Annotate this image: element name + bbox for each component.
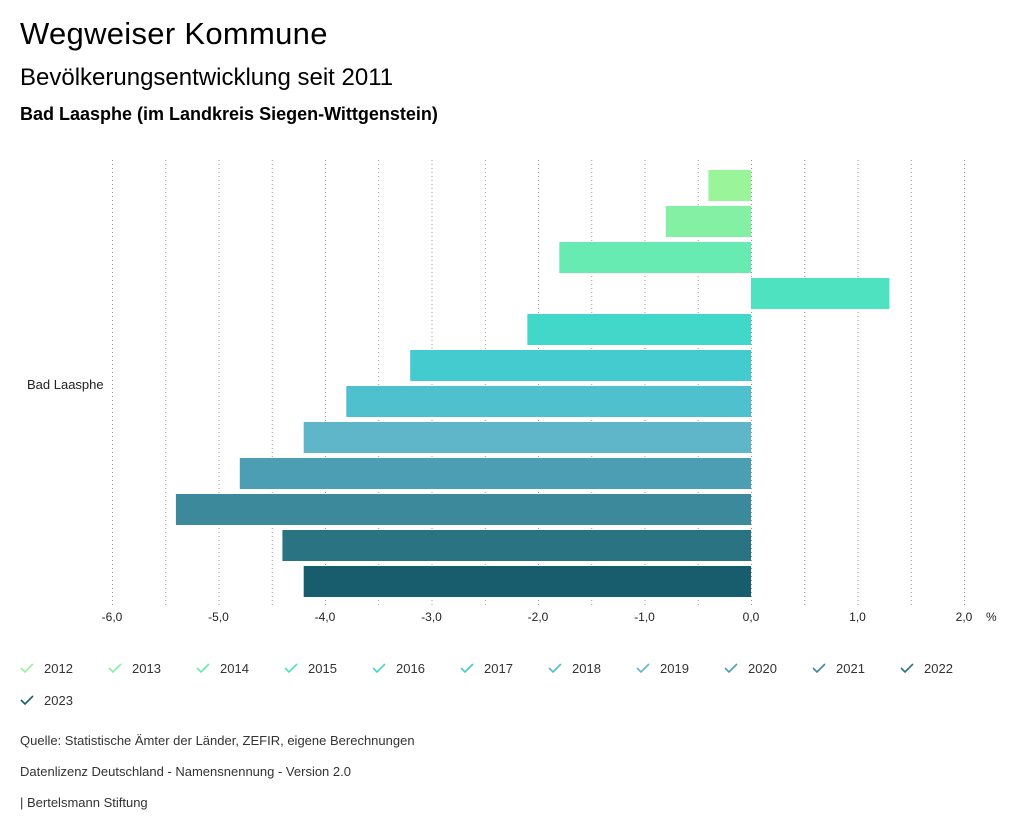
legend-item-2015[interactable]: 2015 <box>284 660 372 676</box>
bar-2013 <box>665 206 751 237</box>
check-icon <box>284 663 298 674</box>
legend-item-2013[interactable]: 2013 <box>108 660 196 676</box>
check-icon <box>460 663 474 674</box>
legend-item-2020[interactable]: 2020 <box>724 660 812 676</box>
bar-2021 <box>175 494 751 525</box>
check-icon <box>724 663 738 674</box>
legend-item-2018[interactable]: 2018 <box>548 660 636 676</box>
x-tick-label: -5,0 <box>208 610 229 624</box>
legend-label: 2017 <box>484 660 513 676</box>
bar-2017 <box>410 350 751 381</box>
legend-label: 2015 <box>308 660 337 676</box>
legend-item-2022[interactable]: 2022 <box>900 660 988 676</box>
check-icon <box>196 663 210 674</box>
legend-label: 2014 <box>220 660 249 676</box>
license-note: Datenlizenz Deutschland - Namensnennung … <box>20 764 351 779</box>
population-bar-chart: Bad Laasphe -6,0 -5,0 -4,0 -3,0 -2,0 -1,0 0,0 1,… <box>27 160 997 624</box>
x-tick-label: 2,0 <box>956 610 973 624</box>
legend-label: 2018 <box>572 660 601 676</box>
legend-item-2017[interactable]: 2017 <box>460 660 548 676</box>
check-icon <box>548 663 562 674</box>
legend-label: 2020 <box>748 660 777 676</box>
check-icon <box>108 663 122 674</box>
check-icon <box>900 663 914 674</box>
category-label: Bad Laasphe <box>27 377 104 392</box>
bar-2016 <box>527 314 751 345</box>
legend-item-2019[interactable]: 2019 <box>636 660 724 676</box>
source-note: Quelle: Statistische Ämter der Länder, Z… <box>20 733 415 748</box>
legend-item-2016[interactable]: 2016 <box>372 660 460 676</box>
page-title: Wegweiser Kommune <box>20 16 328 51</box>
x-tick-label: 1,0 <box>849 610 866 624</box>
bar-2022 <box>282 530 751 561</box>
x-tick-label: -6,0 <box>102 610 123 624</box>
x-tick-label: 0,0 <box>743 610 760 624</box>
x-tick-label: -1,0 <box>634 610 655 624</box>
legend-item-2021[interactable]: 2021 <box>812 660 900 676</box>
legend-item-2023[interactable]: 2023 <box>20 692 108 708</box>
bar-2020 <box>239 458 752 489</box>
check-icon <box>636 663 650 674</box>
publisher-note: | Bertelsmann Stiftung <box>20 795 148 810</box>
legend-item-2012[interactable]: 2012 <box>20 660 108 676</box>
legend-label: 2023 <box>44 692 73 708</box>
legend-label: 2012 <box>44 660 73 676</box>
check-icon <box>372 663 386 674</box>
legend-item-2014[interactable]: 2014 <box>196 660 284 676</box>
legend-label: 2022 <box>924 660 953 676</box>
x-unit-label: % <box>986 610 997 624</box>
legend-label: 2021 <box>836 660 865 676</box>
bar-2012 <box>708 170 751 201</box>
bar-2019 <box>303 422 751 453</box>
bar-2018 <box>346 386 751 417</box>
check-icon <box>20 695 34 706</box>
bar-2015 <box>751 278 890 309</box>
bar-2023 <box>303 566 751 597</box>
x-tick-label: -2,0 <box>528 610 549 624</box>
chart-subtitle: Bevölkerungsentwicklung seit 2011 <box>20 64 394 91</box>
check-icon <box>20 663 34 674</box>
bar-2014 <box>559 242 751 273</box>
x-tick-label: -4,0 <box>315 610 336 624</box>
legend-label: 2013 <box>132 660 161 676</box>
check-icon <box>812 663 826 674</box>
legend-label: 2016 <box>396 660 425 676</box>
chart-legend: 2012 2013 2014 2015 2016 2017 2018 2019 2020 2021… <box>20 660 1010 708</box>
x-tick-label: -3,0 <box>421 610 442 624</box>
region-label: Bad Laasphe (im Landkreis Siegen-Wittgen… <box>20 104 438 124</box>
legend-label: 2019 <box>660 660 689 676</box>
